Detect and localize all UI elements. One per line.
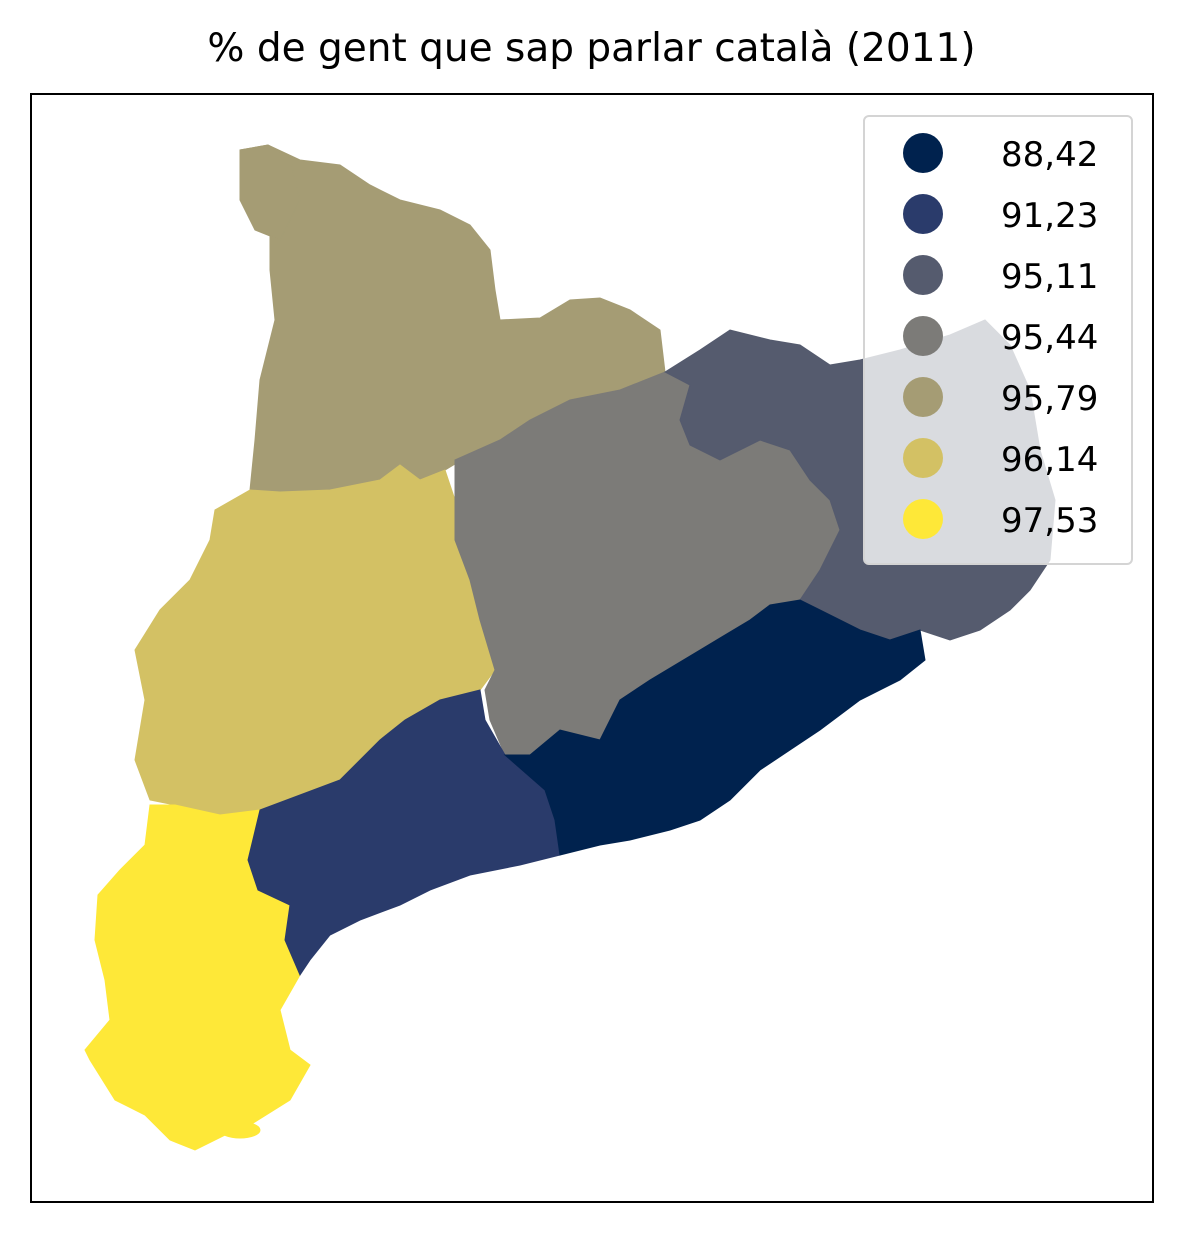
- map-frame: [30, 93, 1154, 1203]
- legend-swatch-icon: [903, 377, 943, 417]
- legend-label: 91,23: [1001, 196, 1099, 236]
- legend-label: 95,44: [1001, 318, 1099, 358]
- legend-item: 96,14: [865, 432, 1135, 482]
- legend-label: 88,42: [1001, 135, 1099, 175]
- legend-swatch-icon: [903, 133, 943, 173]
- legend-item: 88,42: [865, 127, 1135, 177]
- legend-item: 95,11: [865, 249, 1135, 299]
- legend-swatch-icon: [903, 194, 943, 234]
- legend-label: 95,79: [1001, 379, 1099, 419]
- legend-item: 91,23: [865, 188, 1135, 238]
- legend-label: 96,14: [1001, 440, 1099, 480]
- region-camp-tarragona: [247, 689, 561, 977]
- legend-item: 95,44: [865, 310, 1135, 360]
- legend-item: 95,79: [865, 371, 1135, 421]
- legend-swatch-icon: [903, 255, 943, 295]
- legend-label: 97,53: [1001, 501, 1099, 541]
- region-ebre-delta-detail: [219, 1121, 261, 1139]
- legend-swatch-icon: [903, 438, 943, 478]
- region-barcelona: [503, 599, 926, 856]
- region-val-aran: [239, 144, 301, 241]
- legend-swatch-icon: [903, 316, 943, 356]
- legend-item: 97,53: [865, 493, 1135, 543]
- map-title: % de gent que sap parlar català (2011): [207, 26, 976, 71]
- legend-label: 95,11: [1001, 257, 1099, 297]
- legend-swatch-icon: [903, 499, 943, 539]
- legend: 88,42 91,23 95,11 95,44 95,79 96,14 97,5…: [863, 115, 1133, 565]
